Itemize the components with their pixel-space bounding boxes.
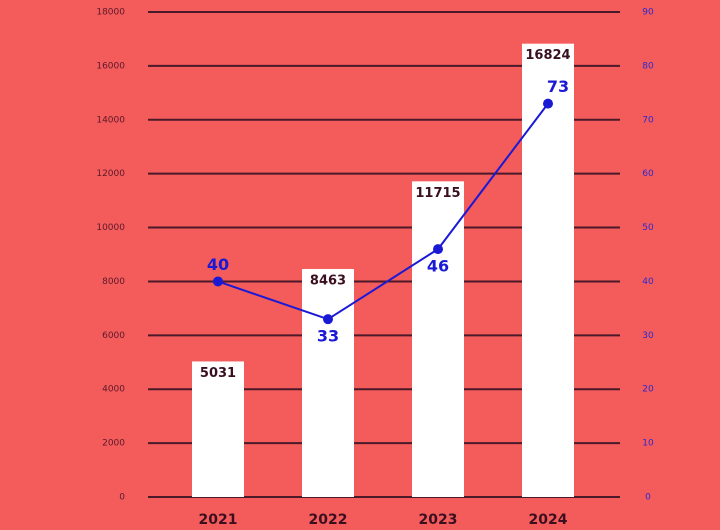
y-tick-label: 8000 (102, 277, 125, 287)
y-tick-label: 12000 (96, 169, 125, 179)
line-point (433, 244, 443, 255)
y2-tick-label: 50 (642, 223, 654, 233)
y2-tick-label: 40 (642, 277, 654, 287)
y-tick-label: 14000 (96, 115, 125, 125)
y2-tick-label: 90 (642, 8, 654, 18)
line-point (543, 98, 553, 109)
y2-tick-label: 0 (645, 493, 651, 503)
y2-tick-label: 60 (642, 169, 654, 179)
line-value-label: 40 (207, 255, 229, 274)
y-tick-label: 16000 (96, 61, 125, 71)
y2-tick-label: 30 (642, 331, 654, 341)
bar-value-label: 11715 (415, 186, 460, 201)
line-point (323, 314, 333, 325)
y-tick-label: 18000 (96, 8, 125, 18)
y-tick-label: 4000 (102, 385, 125, 395)
bar (302, 268, 354, 497)
y-tick-label: 6000 (102, 331, 125, 341)
y2-tick-label: 20 (642, 385, 654, 395)
x-tick-label: 2022 (309, 512, 348, 528)
line-value-label: 73 (547, 77, 569, 96)
bar (412, 181, 464, 498)
line-point (213, 276, 223, 287)
bar (192, 361, 244, 497)
y2-tick-label: 10 (642, 439, 654, 449)
line-value-label: 33 (317, 327, 339, 346)
y-tick-label: 0 (119, 493, 125, 503)
y2-tick-label: 70 (642, 115, 654, 125)
x-tick-label: 2024 (529, 512, 568, 528)
bar-value-label: 8463 (310, 273, 346, 288)
x-tick-label: 2021 (199, 512, 238, 528)
line-value-label: 46 (427, 257, 449, 276)
y2-tick-label: 80 (642, 61, 654, 71)
y-tick-label: 2000 (102, 439, 125, 449)
bar (522, 43, 574, 497)
y-tick-label: 10000 (96, 223, 125, 233)
x-tick-label: 2023 (419, 512, 458, 528)
bar-value-label: 5031 (200, 366, 236, 381)
line (217, 103, 549, 321)
bar-value-label: 16824 (525, 48, 570, 63)
